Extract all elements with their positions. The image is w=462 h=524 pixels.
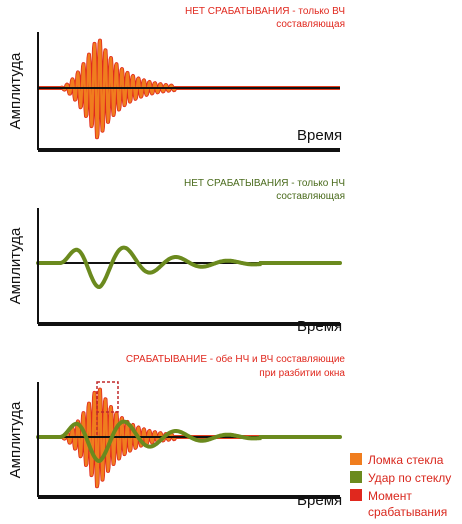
panel-3-xlabel: Время — [297, 492, 342, 509]
panel-3-caption-line2: при разбитии окна — [259, 367, 345, 379]
legend-label-lf: Удар по стеклу — [368, 471, 451, 485]
panel-3-ylabel: Амплитуда — [7, 401, 24, 478]
trigger-marker-box — [96, 381, 119, 413]
panel-hf-only: НЕТ СРАБАТЫВАНИЯ - только ВЧ составляюща… — [7, 6, 345, 152]
panel-1-caption-line2: составляющая — [276, 19, 345, 30]
legend-label-hf: Ломка стекла — [368, 453, 444, 467]
panel-2-xlabel: Время — [297, 318, 342, 335]
panel-1-xlabel: Время — [297, 127, 342, 144]
panel-2-lf-wave — [36, 245, 342, 289]
legend: Ломка стекла Удар по стеклу Момент сраба… — [350, 453, 451, 519]
legend-label-trigger: Момент — [368, 489, 412, 503]
legend-swatch-hf — [350, 453, 362, 465]
panel-lf-only: НЕТ СРАБАТЫВАНИЯ - только НЧ составляюща… — [7, 178, 345, 335]
legend-label-trigger-line2: срабатывания — [368, 505, 447, 519]
panel-2-ylabel: Амплитуда — [7, 227, 24, 304]
panel-both: СРАБАТЫВАНИЕ - обе НЧ и ВЧ составляющие … — [7, 353, 345, 509]
panel-1-caption-line1: НЕТ СРАБАТЫВАНИЯ - только ВЧ — [185, 6, 345, 17]
panel-1-ylabel: Амплитуда — [7, 52, 24, 129]
panel-2-caption-line2: составляющая — [276, 191, 345, 202]
legend-swatch-trigger — [350, 489, 362, 501]
panel-3-lf-wave — [36, 419, 342, 463]
panel-2-caption-line1: НЕТ СРАБАТЫВАНИЯ - только НЧ — [184, 178, 345, 189]
panel-3-caption-line1: СРАБАТЫВАНИЕ - обе НЧ и ВЧ составляющие — [126, 353, 346, 365]
legend-swatch-lf — [350, 471, 362, 483]
